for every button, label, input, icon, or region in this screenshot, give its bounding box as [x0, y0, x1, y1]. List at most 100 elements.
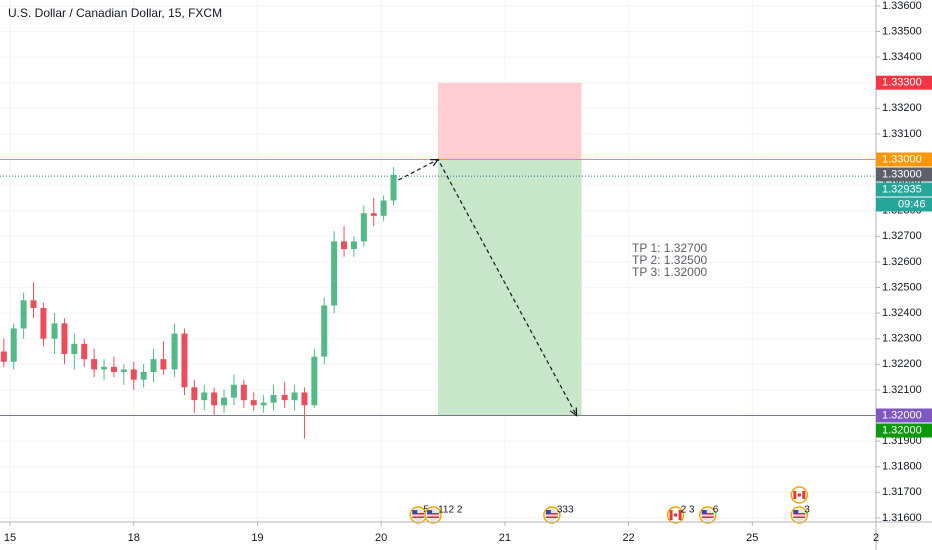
candle-body: [140, 371, 147, 380]
flag-canton: [701, 510, 707, 514]
candle-body: [211, 392, 218, 406]
chart-title: U.S. Dollar / Canadian Dollar, 15, FXCM: [8, 6, 222, 20]
candle-body: [150, 359, 157, 372]
candle-body: [61, 323, 68, 355]
candle-body: [250, 400, 257, 406]
candle-body: [30, 300, 37, 308]
y-tick-label: 1.32100: [882, 384, 922, 396]
x-tick-label: 2: [873, 532, 879, 544]
flag-stripe: [701, 516, 714, 518]
tp-label: TP 3: 1.32000: [632, 265, 707, 279]
flag-band: [793, 491, 797, 499]
y-tick-label: 1.31800: [882, 461, 922, 473]
flag-stripe: [701, 513, 714, 515]
candle-body: [281, 395, 288, 401]
candle-body: [120, 369, 127, 372]
y-tick-label: 1.32300: [882, 333, 922, 345]
y-tick-label: 1.33100: [882, 128, 922, 140]
y-tick-label: 1.31700: [882, 486, 922, 498]
flag-stripe: [793, 513, 806, 515]
arrow-head: [569, 407, 578, 417]
x-tick-label: 22: [622, 532, 634, 544]
candle-body: [110, 366, 117, 372]
tp-label: TP 1: 1.32700: [632, 241, 707, 255]
y-tick-label: 1.32200: [882, 358, 922, 370]
axes: 1.316001.317001.318001.319001.320001.321…: [4, 0, 932, 544]
candle-body: [321, 305, 328, 357]
price-badge: [876, 167, 932, 182]
candle-body: [390, 174, 397, 201]
candle-body: [91, 359, 98, 370]
price-axis: [876, 0, 932, 550]
event-label: 3: [804, 505, 810, 516]
candle-body: [230, 384, 237, 398]
price-badge-label: 1.33300: [882, 77, 922, 89]
arrow-head: [430, 158, 440, 167]
price-badge: [876, 408, 932, 423]
flag-canton: [412, 510, 418, 514]
candle-body: [191, 387, 198, 401]
candle-body: [221, 397, 228, 406]
price-badge-label: 1.32935: [882, 183, 922, 195]
candle-body: [201, 392, 208, 401]
flag-stripe: [427, 516, 440, 518]
x-tick-label: 19: [251, 532, 263, 544]
y-tick-label: 1.32500: [882, 281, 922, 293]
candle-body: [10, 328, 17, 362]
candle-body: [81, 343, 88, 360]
candle-body: [360, 213, 367, 242]
candle-body: [311, 356, 318, 406]
candle-body: [40, 307, 47, 339]
candle-body: [181, 333, 188, 388]
candle-body: [240, 384, 247, 401]
candle-body: [130, 369, 137, 380]
x-tick-label: 25: [746, 532, 758, 544]
flag-canton: [427, 510, 433, 514]
price-badge: [876, 75, 932, 90]
candle-body: [301, 392, 308, 406]
price-badge-label: 1.32000: [882, 409, 922, 421]
x-tick-label: 20: [375, 532, 387, 544]
candle-body: [291, 392, 298, 401]
y-tick-label: 1.33600: [882, 0, 922, 12]
event-label: 112 2: [438, 505, 463, 516]
event-label: 2 3: [681, 505, 695, 516]
price-badge: [876, 152, 932, 167]
flag-stripe: [427, 513, 440, 515]
flag-canton: [793, 510, 799, 514]
candle-body: [270, 395, 277, 403]
stop-zone: [438, 82, 582, 160]
price-badge-label: 1.33000: [882, 153, 922, 165]
flag-band: [669, 510, 673, 520]
flag-canton: [545, 510, 551, 514]
candle-body: [71, 343, 78, 355]
y-tick-label: 1.31900: [882, 435, 922, 447]
price-badge: [876, 423, 932, 438]
candle-body: [20, 300, 27, 329]
x-tick-label: 15: [4, 532, 16, 544]
flag-stripe: [412, 513, 425, 515]
y-tick-label: 1.31600: [882, 512, 922, 524]
candle-body: [171, 333, 178, 370]
flag-stripe: [545, 513, 558, 515]
tp-label: TP 2: 1.32500: [632, 253, 707, 267]
y-tick-label: 1.33200: [882, 102, 922, 114]
candle-body: [0, 351, 7, 362]
price-badge-label: 1.32000: [882, 424, 922, 436]
flag-stripe: [793, 516, 806, 518]
flag-stripe: [545, 516, 558, 518]
event-label: 6: [713, 505, 719, 516]
candle-body: [370, 213, 377, 216]
candle-body: [380, 200, 387, 216]
countdown-badge: [876, 197, 932, 212]
y-tick-label: 1.32600: [882, 256, 922, 268]
target-zone: [438, 159, 582, 416]
candle-body: [101, 366, 108, 370]
flag-leaf: [797, 493, 802, 497]
y-tick-label: 1.33500: [882, 25, 922, 37]
y-tick-label: 1.32700: [882, 230, 922, 242]
y-tick-label: 1.33400: [882, 51, 922, 63]
